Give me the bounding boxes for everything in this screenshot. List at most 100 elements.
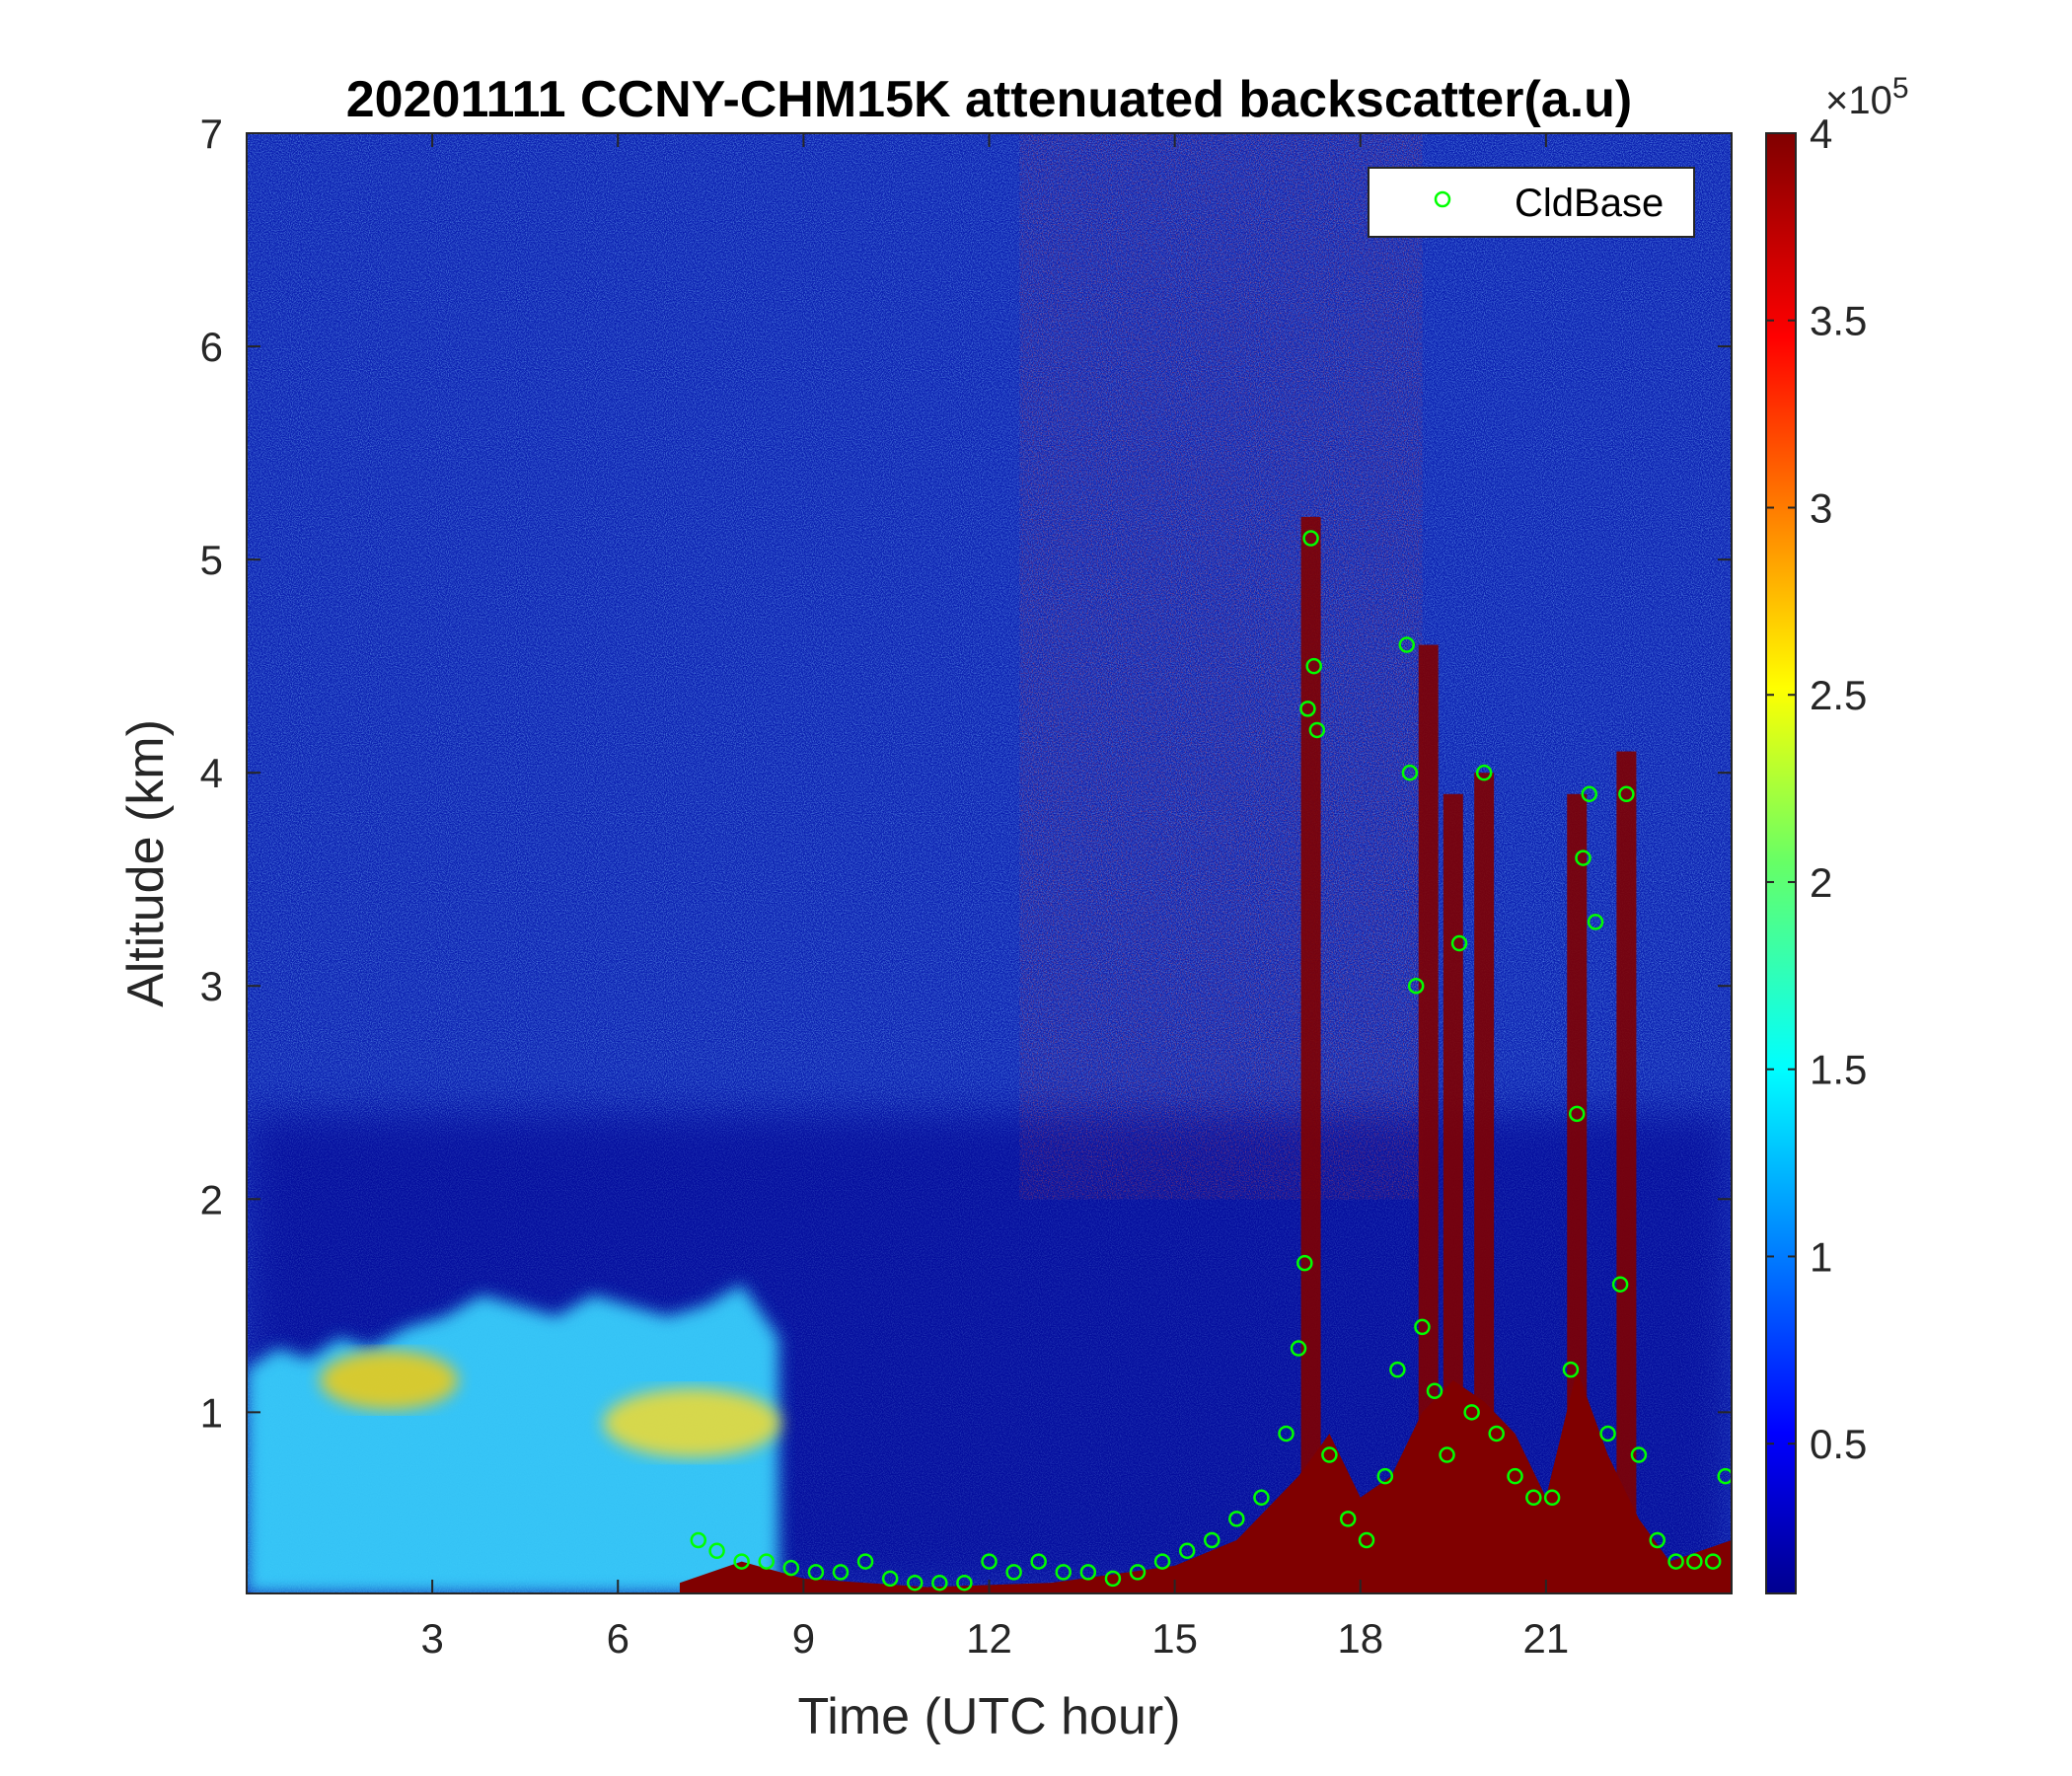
cldbase-point — [733, 1553, 750, 1570]
cldbase-point — [1178, 1542, 1196, 1560]
cldbase-point — [1463, 1404, 1480, 1421]
cldbase-point — [1005, 1564, 1022, 1581]
colorbar-tick-label: 1 — [1810, 1233, 1832, 1280]
cldbase-point — [708, 1542, 725, 1560]
cldbase-point — [1414, 1318, 1431, 1336]
aerosol-hotspot — [603, 1388, 781, 1458]
y-tick-label: 6 — [200, 324, 223, 370]
cldbase-point — [832, 1564, 850, 1581]
cldbase-point — [1079, 1564, 1097, 1581]
cldbase-point — [1228, 1511, 1245, 1527]
cldbase-point — [1305, 657, 1322, 675]
upper-red-noise — [1019, 133, 1423, 1200]
cldbase-point — [856, 1553, 874, 1570]
x-axis-label: Time (UTC hour) — [797, 1688, 1180, 1745]
cldbase-point — [1439, 1446, 1455, 1463]
cldbase-point — [1339, 1511, 1357, 1527]
cldbase-point — [1129, 1564, 1147, 1581]
cldbase-point — [1321, 1446, 1338, 1463]
cldbase-point — [1278, 1425, 1295, 1443]
cldbase-point — [981, 1553, 998, 1570]
cldbase-point — [1253, 1489, 1270, 1507]
cloud-column — [1567, 793, 1588, 1593]
x-tick-label: 9 — [792, 1615, 815, 1662]
cldbase-point — [1401, 764, 1419, 781]
cldbase-markers — [690, 530, 1732, 1591]
cldbase-point — [1104, 1570, 1122, 1588]
cldbase-point — [907, 1574, 924, 1591]
cloud-column — [1418, 644, 1439, 1593]
x-tick-label: 15 — [1151, 1615, 1198, 1662]
colorbar-tick-label: 3 — [1810, 484, 1832, 531]
cldbase-point — [1704, 1553, 1722, 1570]
colorbar-tick-label: 2 — [1810, 859, 1832, 906]
cldbase-point — [1296, 1254, 1313, 1272]
cldbase-point — [782, 1559, 800, 1577]
cldbase-point — [1475, 764, 1493, 781]
cldbase-point — [1581, 785, 1598, 803]
cldbase-point — [1030, 1553, 1047, 1570]
cldbase-point — [1562, 1361, 1580, 1378]
cldbase-point — [1488, 1425, 1505, 1443]
cldbase-point — [1389, 1361, 1406, 1378]
colorbar-multiplier: ×105 — [1825, 72, 1909, 122]
x-tick-label: 18 — [1337, 1615, 1383, 1662]
cldbase-point — [931, 1574, 948, 1591]
cldbase-point — [807, 1564, 825, 1581]
cldbase-point — [1667, 1553, 1684, 1570]
cldbase-point — [1630, 1446, 1648, 1463]
cldbase-point — [1299, 701, 1316, 717]
cldbase-point — [1358, 1531, 1375, 1549]
legend: CldBase — [1368, 167, 1695, 238]
chart-title: 20201111 CCNY-CHM15K attenuated backscat… — [346, 71, 1632, 128]
heatmap-features — [247, 133, 1732, 1593]
legend-marker-icon — [1434, 190, 1451, 208]
colorbar-tick-label: 4 — [1810, 111, 1832, 157]
cldbase-point — [1618, 785, 1635, 803]
cldbase-point — [1376, 1467, 1394, 1485]
colorbar-tick-label: 0.5 — [1810, 1421, 1867, 1467]
legend-entry-cldbase: CldBase — [1515, 182, 1664, 225]
cldbase-point — [1525, 1489, 1542, 1507]
cldbase-point — [1587, 914, 1604, 930]
cldbase-point — [1649, 1531, 1665, 1549]
cldbase-point — [1290, 1340, 1307, 1357]
x-tick-label: 6 — [607, 1615, 629, 1662]
x-tick-label: 12 — [966, 1615, 1012, 1662]
cldbase-point — [1204, 1531, 1221, 1549]
plot-area — [247, 133, 1732, 1593]
colorbar-gradient — [1765, 132, 1797, 1594]
cldbase-point — [1575, 850, 1591, 866]
near-surface-high-backscatter — [679, 1369, 1732, 1593]
cloud-column — [1474, 773, 1495, 1593]
cldbase-point — [1599, 1425, 1616, 1443]
cldbase-point — [690, 1531, 707, 1549]
y-tick-label: 2 — [200, 1176, 223, 1222]
cldbase-point — [1302, 530, 1319, 547]
y-tick-label: 7 — [200, 111, 223, 157]
y-axis: 1 2 3 4 5 6 7 — [200, 111, 1732, 1436]
cldbase-point — [1426, 1382, 1443, 1399]
x-tick-label: 3 — [420, 1615, 443, 1662]
cloud-column — [1443, 793, 1463, 1593]
y-tick-label: 4 — [200, 750, 223, 796]
cldbase-point — [1717, 1467, 1732, 1485]
colorbar: 0.5 1 1.5 2 2.5 3 3.5 4 ×105 — [1765, 72, 1909, 1594]
cldbase-point — [1308, 721, 1326, 739]
cldbase-point — [758, 1553, 775, 1570]
cldbase-point — [1611, 1276, 1629, 1293]
x-tick-label: 21 — [1523, 1615, 1570, 1662]
colorbar-tick-label: 1.5 — [1810, 1047, 1867, 1093]
cldbase-point — [881, 1570, 899, 1588]
cldbase-point — [1568, 1105, 1586, 1123]
cldbase-point — [956, 1574, 973, 1591]
cldbase-point — [1507, 1467, 1523, 1485]
cldbase-point — [1055, 1564, 1072, 1581]
cldbase-point — [1153, 1553, 1171, 1570]
x-axis: 3 6 9 12 15 18 21 — [420, 133, 1569, 1662]
y-tick-label: 5 — [200, 537, 223, 583]
cldbase-point — [1398, 636, 1416, 653]
cldbase-point — [1407, 977, 1425, 995]
y-tick-label: 3 — [200, 963, 223, 1009]
